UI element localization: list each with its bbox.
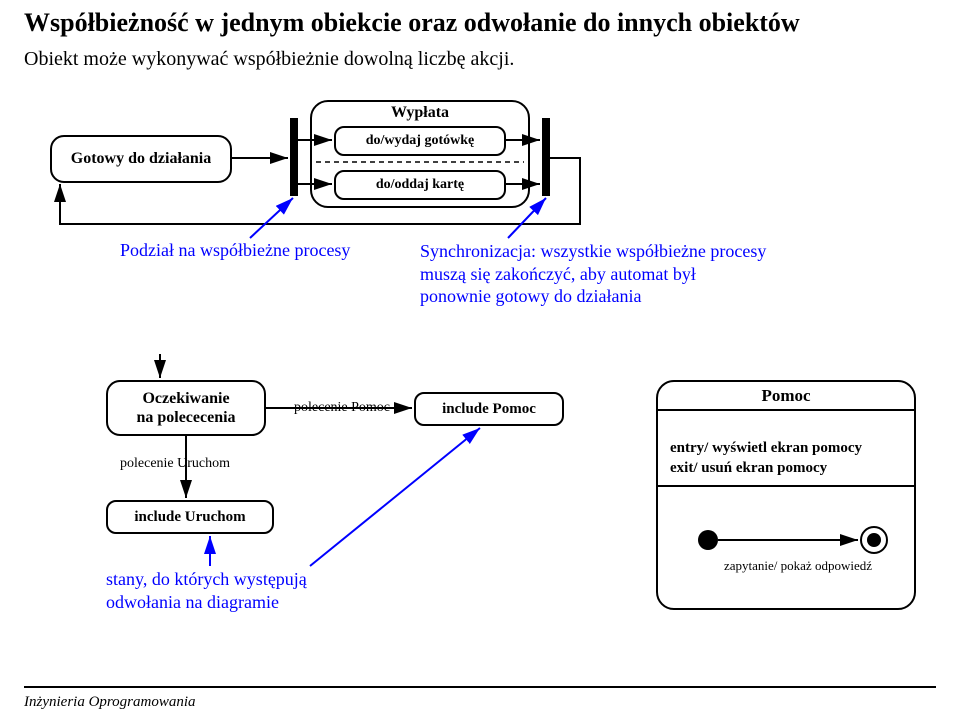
annot-states-l2: odwołania na diagramie [106,591,307,614]
substate-oddaj: do/oddaj kartę [334,170,506,200]
state-include-uruchom: include Uruchom [106,500,274,534]
page-subtitle: Obiekt może wykonywać współbieżnie dowol… [0,38,960,71]
substate-wydaj: do/wydaj gotówkę [334,126,506,156]
composite-pomoc: Pomoc [656,380,916,610]
label-pomoc: polecenie Pomoc [294,400,390,416]
state-wait-l1: Oczekiwanie [142,389,229,408]
pomoc-entry: entry/ wyświetl ekran pomocy [670,440,862,457]
annot-split: Podział na współbieżne procesy [120,240,350,261]
state-include-pomoc: include Pomoc [414,392,564,426]
annot-sync: Synchronizacja: wszystkie współbieżne pr… [420,240,766,308]
label-uruchom: polecenie Uruchom [120,456,230,472]
pointer-inc-pom [310,428,480,566]
footer-text: Inżynieria Oprogramowania [24,694,196,711]
join-bar [542,118,550,196]
annot-sync-l1: Synchronizacja: wszystkie współbieżne pr… [420,240,766,263]
pomoc-trans: zapytanie/ pokaż odpowiedź [724,558,872,574]
composite-title: Wypłata [312,102,528,124]
footer-divider [24,686,936,688]
state-ready: Gotowy do działania [50,135,232,183]
annot-states-l1: stany, do których występują [106,568,307,591]
annot-states: stany, do których występują odwołania na… [106,568,307,613]
pointer-split [250,198,293,238]
page-title: Współbieżność w jednym obiekcie oraz odw… [0,0,960,38]
state-wait: Oczekiwanie na polececenia [106,380,266,436]
state-wait-l2: na polececenia [136,408,235,427]
pomoc-title: Pomoc [658,382,914,408]
annot-sync-l3: ponownie gotowy do działania [420,285,766,308]
annot-sync-l2: muszą się zakończyć, aby automat był [420,263,766,286]
pomoc-exit: exit/ usuń ekran pomocy [670,460,827,477]
fork-bar [290,118,298,196]
